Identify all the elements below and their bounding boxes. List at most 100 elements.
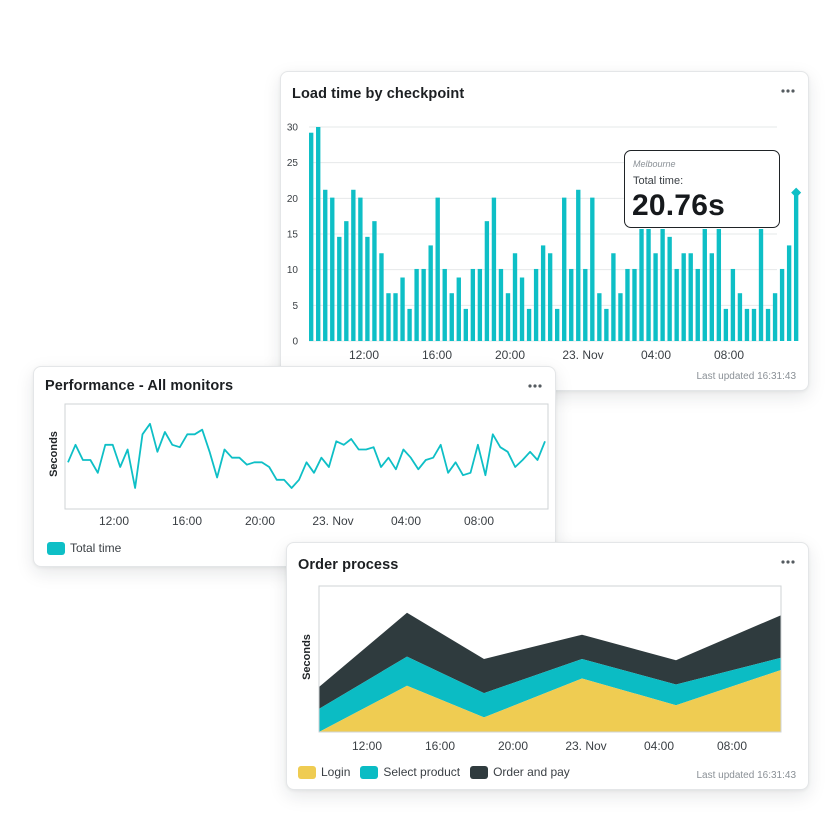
area-login <box>319 670 781 732</box>
legend-item-select-product[interactable]: Select product <box>360 765 460 779</box>
x-tick-label: 16:00 <box>172 514 202 528</box>
bar <box>330 197 335 341</box>
order-process-chart: Seconds 12:00 16:00 20:00 23. Nov 04:00 08:00 <box>301 585 782 753</box>
bar <box>491 197 497 341</box>
bar <box>772 293 778 341</box>
bar <box>428 245 433 341</box>
bar <box>484 221 490 341</box>
tooltip-location: Melbourne <box>633 159 676 169</box>
chart-legend: Login Select product Order and pay <box>298 765 580 779</box>
last-updated: Last updated 16:31:43 <box>696 770 796 781</box>
bar <box>730 268 736 341</box>
legend-label: Login <box>321 765 351 779</box>
bar <box>555 308 560 341</box>
series-line-total-time <box>67 422 546 489</box>
legend-swatch <box>470 765 489 779</box>
x-tick-label: 04:00 <box>641 348 671 362</box>
bar <box>323 189 328 341</box>
bar <box>519 277 525 341</box>
bar <box>435 197 440 341</box>
bar <box>316 127 321 341</box>
bar <box>653 253 658 341</box>
bar <box>723 308 729 341</box>
y-tick-label: 20 <box>287 194 299 205</box>
bar <box>442 268 447 341</box>
x-tick-label: 08:00 <box>717 739 747 753</box>
x-tick-label: 23. Nov <box>562 348 603 362</box>
bar <box>470 268 476 341</box>
bar <box>449 293 454 341</box>
bar <box>604 308 609 341</box>
bar <box>421 268 426 341</box>
bar <box>372 221 377 341</box>
y-tick-label: 0 <box>292 337 298 348</box>
bar <box>456 277 461 341</box>
bar <box>344 221 349 341</box>
highlight-marker <box>791 187 802 198</box>
bar <box>667 236 672 341</box>
legend-swatch <box>298 765 316 779</box>
y-tick-label: 5 <box>292 301 298 312</box>
more-options-button[interactable] <box>525 379 545 393</box>
bar <box>646 229 651 341</box>
more-options-button[interactable] <box>778 555 798 569</box>
legend-item-order-and-pay[interactable]: Order and pay <box>470 765 570 779</box>
bar <box>681 253 686 341</box>
bar <box>358 197 363 341</box>
area-order-and-pay <box>319 612 781 709</box>
bar <box>526 308 532 341</box>
y-tick-label: 30 <box>287 123 299 134</box>
bar <box>590 197 595 341</box>
legend-label: Select product <box>383 765 461 779</box>
y-tick-label: 15 <box>287 230 299 241</box>
bar <box>786 245 792 341</box>
y-axis-title: Seconds <box>301 634 313 680</box>
bar <box>379 253 384 341</box>
load-time-card: Load time by checkpoint 0 5 10 15 20 25 30 12:… <box>280 71 809 391</box>
bar <box>639 229 644 341</box>
legend-item-login[interactable]: Login <box>298 765 350 779</box>
more-horizontal-icon <box>781 560 795 564</box>
bar <box>414 268 419 341</box>
chart-legend: Total time <box>47 541 131 555</box>
bar <box>569 268 574 341</box>
bar <box>393 293 398 341</box>
tooltip-label: Total time: <box>633 175 684 187</box>
load-time-chart: 0 5 10 15 20 25 30 12:00 16:00 20:00 23. Nov 04:00… <box>287 123 802 362</box>
bar <box>751 308 757 341</box>
area-select-product <box>319 656 781 732</box>
bar <box>533 268 539 341</box>
last-updated: Last updated 16:31:43 <box>696 371 796 382</box>
bar <box>547 253 553 341</box>
plot-frame <box>64 403 549 510</box>
bar <box>365 236 370 341</box>
bar <box>611 253 616 341</box>
bar <box>660 229 665 341</box>
more-options-button[interactable] <box>778 84 798 98</box>
bar <box>625 268 630 341</box>
x-tick-label: 08:00 <box>714 348 744 362</box>
y-axis-title: Seconds <box>48 431 60 477</box>
legend-swatch <box>47 541 65 555</box>
x-tick-label: 20:00 <box>245 514 275 528</box>
card-title: Load time by checkpoint <box>292 86 465 102</box>
bar <box>337 236 342 341</box>
x-tick-label: 20:00 <box>498 739 528 753</box>
bar <box>758 229 764 341</box>
bar <box>702 229 707 341</box>
x-tick-label: 12:00 <box>352 739 382 753</box>
bar <box>576 189 581 341</box>
legend-label: Total time <box>70 541 122 555</box>
order-process-card: Order process Seconds 12:00 16:00 20:00 23.… <box>286 542 809 790</box>
x-tick-label: 04:00 <box>391 514 421 528</box>
bar <box>540 245 546 341</box>
bar <box>309 132 314 341</box>
bar <box>562 197 567 341</box>
bar <box>477 268 483 341</box>
chart-tooltip: Melbourne Total time: 20.76s <box>624 150 780 228</box>
tooltip-value: 20.76s <box>632 189 725 222</box>
bar <box>407 308 412 341</box>
bar <box>463 308 468 341</box>
bar <box>737 293 743 341</box>
legend-item-total-time[interactable]: Total time <box>47 541 121 555</box>
